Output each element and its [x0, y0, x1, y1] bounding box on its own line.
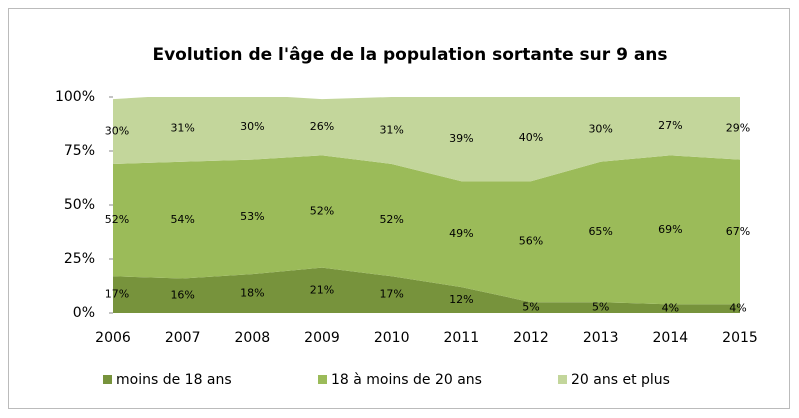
data-label: 39%	[449, 132, 473, 145]
y-tick-label: 0%	[73, 305, 95, 321]
legend-label: 18 à moins de 20 ans	[331, 372, 482, 388]
data-label: 27%	[658, 119, 682, 132]
x-tick-label: 2006	[95, 330, 131, 346]
data-label: 31%	[379, 123, 403, 136]
x-tick-label: 2012	[513, 330, 549, 346]
data-label: 12%	[449, 293, 473, 306]
area	[113, 97, 740, 182]
x-tick-label: 2008	[235, 330, 271, 346]
x-tick-label: 2014	[653, 330, 689, 346]
data-label: 30%	[588, 122, 612, 135]
data-label: 29%	[726, 121, 750, 134]
y-tick-label: 100%	[55, 89, 95, 105]
area	[113, 267, 740, 313]
data-label: 31%	[170, 121, 194, 134]
y-tick-label: 25%	[64, 251, 95, 267]
legend-swatch	[558, 375, 567, 384]
data-label: 52%	[105, 213, 129, 226]
x-tick-label: 2007	[165, 330, 201, 346]
legend-swatch	[103, 375, 112, 384]
data-label: 67%	[726, 225, 750, 238]
data-label: 49%	[449, 227, 473, 240]
data-label: 52%	[310, 204, 334, 217]
data-label: 26%	[310, 120, 334, 133]
data-label: 16%	[170, 289, 194, 302]
x-tick-label: 2013	[583, 330, 619, 346]
data-label: 5%	[522, 301, 539, 314]
data-label: 53%	[240, 210, 264, 223]
data-label: 69%	[658, 223, 682, 236]
y-tick-label: 50%	[64, 197, 95, 213]
data-label: 4%	[729, 302, 746, 315]
data-label: 5%	[592, 301, 609, 314]
legend-label: moins de 18 ans	[116, 372, 232, 388]
x-tick-label: 2009	[304, 330, 340, 346]
y-tick-label: 75%	[64, 143, 95, 159]
data-label: 30%	[105, 125, 129, 138]
x-tick-label: 2011	[444, 330, 480, 346]
data-label: 17%	[379, 288, 403, 301]
data-label: 52%	[379, 213, 403, 226]
data-label: 21%	[310, 283, 334, 296]
x-tick-label: 2010	[374, 330, 410, 346]
data-label: 40%	[519, 131, 543, 144]
data-label: 4%	[662, 302, 679, 315]
area	[113, 155, 740, 305]
chart-title: Evolution de l'âge de la population sort…	[152, 45, 667, 65]
data-label: 65%	[588, 225, 612, 238]
data-label: 18%	[240, 287, 264, 300]
data-label: 30%	[240, 120, 264, 133]
legend-swatch	[318, 375, 327, 384]
data-label: 56%	[519, 235, 543, 248]
data-label: 17%	[105, 288, 129, 301]
legend-label: 20 ans et plus	[571, 372, 670, 388]
plot-area	[113, 97, 740, 313]
x-tick-label: 2015	[722, 330, 758, 346]
data-label: 54%	[170, 213, 194, 226]
